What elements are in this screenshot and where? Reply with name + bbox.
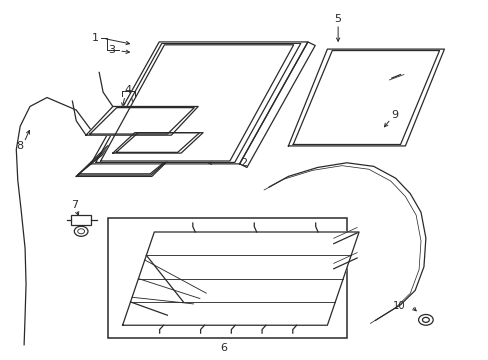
Bar bbox=[108, 218, 346, 338]
Polygon shape bbox=[113, 133, 203, 153]
Text: 2: 2 bbox=[240, 158, 246, 168]
Polygon shape bbox=[76, 145, 183, 176]
Text: 9: 9 bbox=[390, 111, 397, 121]
Bar bbox=[71, 215, 91, 225]
Polygon shape bbox=[79, 148, 182, 174]
Text: 1: 1 bbox=[92, 33, 99, 43]
Polygon shape bbox=[293, 50, 439, 144]
Polygon shape bbox=[239, 42, 315, 167]
Polygon shape bbox=[101, 45, 293, 161]
Polygon shape bbox=[96, 43, 300, 162]
Text: 10: 10 bbox=[392, 301, 405, 311]
Text: 5: 5 bbox=[334, 14, 341, 24]
Text: 3: 3 bbox=[108, 45, 115, 55]
Polygon shape bbox=[78, 147, 183, 175]
Text: 4: 4 bbox=[124, 85, 132, 95]
Text: 6: 6 bbox=[220, 343, 227, 353]
Polygon shape bbox=[288, 49, 444, 146]
Text: 7: 7 bbox=[71, 200, 78, 210]
Polygon shape bbox=[116, 133, 199, 152]
Polygon shape bbox=[91, 42, 307, 164]
Text: 8: 8 bbox=[17, 141, 24, 151]
Polygon shape bbox=[86, 107, 198, 135]
Polygon shape bbox=[90, 108, 194, 134]
Polygon shape bbox=[122, 232, 358, 325]
